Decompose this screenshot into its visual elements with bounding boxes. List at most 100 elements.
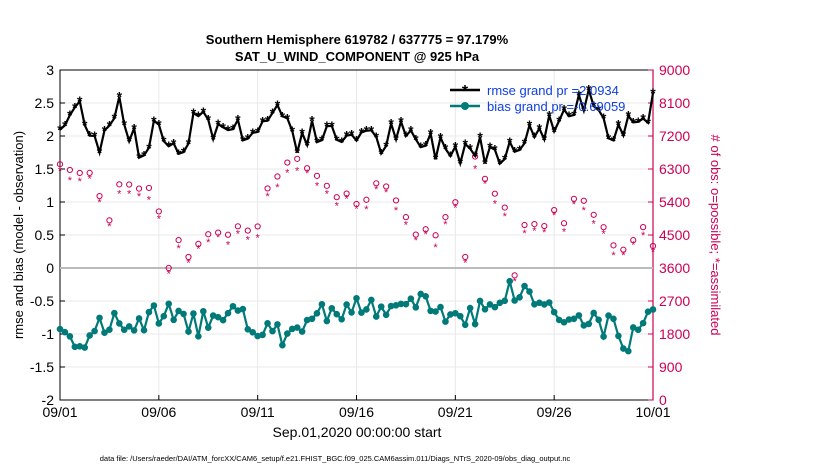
obs-assimilated-point: * — [522, 228, 527, 240]
rmse-point: * — [82, 117, 88, 133]
y-axis-left-label: rmse and bias (model - observation) — [11, 131, 26, 339]
rmse-point: * — [176, 146, 182, 162]
obs-assimilated-point: * — [206, 237, 211, 249]
rmse-point: * — [349, 127, 355, 143]
rmse-point: * — [645, 115, 651, 131]
bias-point — [116, 320, 123, 327]
rmse-point: * — [546, 107, 552, 123]
rmse-line — [59, 85, 655, 168]
obs-assimilated-point: * — [305, 168, 310, 180]
obs-assimilated-point: * — [344, 194, 349, 206]
rmse-point: * — [67, 107, 73, 123]
bias-point — [244, 325, 252, 333]
obs-possible-point — [373, 180, 380, 187]
bias-point — [219, 316, 227, 324]
y-right-tick-label: 900 — [659, 359, 683, 375]
bias-point — [516, 293, 523, 301]
bias-point — [200, 307, 207, 315]
obs-possible-point — [511, 272, 518, 279]
bias-point — [432, 308, 439, 315]
obs-assimilated-point: * — [107, 221, 112, 233]
obs-possible-point — [610, 242, 617, 249]
rmse-point: * — [304, 137, 310, 153]
x-axis-label: Sep.01,2020 00:00:00 start — [273, 424, 442, 440]
y-right-tick-label: 1800 — [659, 326, 690, 342]
bias-point — [308, 315, 316, 323]
rmse-point: * — [255, 124, 261, 140]
rmse-point: * — [62, 117, 68, 133]
obs-possible-point — [383, 183, 390, 190]
obs-possible-point — [501, 204, 508, 211]
obs-possible-point — [56, 161, 64, 168]
rmse-point: * — [309, 113, 315, 129]
rmse-point: * — [215, 116, 221, 132]
obs-assimilated-point: * — [325, 188, 330, 200]
rmse-point: * — [631, 114, 637, 130]
bias-point — [328, 304, 336, 312]
obs-assimilated-point: * — [453, 202, 458, 214]
obs-possible-point — [649, 242, 657, 250]
obs-assimilated-point: * — [246, 234, 251, 246]
bias-point — [106, 326, 113, 334]
obs-assimilated-point: * — [315, 181, 320, 193]
rmse-point: * — [532, 129, 538, 145]
rmse-point: * — [136, 150, 142, 166]
bias-point — [491, 303, 499, 311]
rmse-point: * — [556, 113, 562, 129]
rmse-point: * — [650, 85, 656, 101]
obs-assimilated-point: * — [443, 219, 448, 231]
bias-point — [120, 326, 128, 334]
bias-point — [545, 299, 553, 306]
rmse-point: * — [77, 93, 83, 109]
bias-point — [333, 310, 341, 318]
rmse-point: * — [591, 98, 597, 114]
bias-point — [422, 293, 429, 300]
obs-assimilated-point: * — [473, 163, 478, 175]
legend-bias-marker — [461, 102, 469, 110]
obs-possible-point — [313, 172, 321, 179]
rmse-point: * — [240, 132, 246, 148]
obs-assimilated-point: * — [265, 191, 270, 203]
obs-possible-point — [126, 181, 133, 188]
obs-assimilated-point: * — [552, 210, 557, 222]
bias-point — [313, 310, 321, 317]
obs-possible-point — [264, 185, 271, 192]
y-left-tick-label: 2.5 — [35, 95, 55, 111]
bias-point — [195, 333, 202, 340]
bias-point — [412, 304, 420, 311]
rmse-point: * — [601, 110, 607, 126]
bias-point — [634, 326, 642, 334]
bias-point — [521, 282, 528, 290]
rmse-point: * — [635, 114, 641, 130]
rmse-point: * — [512, 144, 518, 160]
bias-point — [160, 312, 168, 320]
y-right-tick-label: 9000 — [659, 62, 690, 78]
obs-assimilated-point: * — [127, 189, 132, 201]
bias-point — [56, 325, 64, 333]
obs-possible-point — [76, 169, 83, 177]
obs-assimilated-point: * — [414, 235, 419, 247]
obs-possible-point — [274, 173, 281, 180]
obs-possible-point — [481, 175, 489, 182]
obs-possible-point — [402, 214, 410, 221]
bias-point — [600, 333, 607, 340]
obs-possible-point — [215, 229, 222, 236]
rmse-series: * ** * *** *** * ****** * ** ** * ** *** * * *** * * *** * *… — [57, 82, 656, 172]
bias-point — [372, 313, 380, 320]
bias-point — [526, 288, 533, 295]
rmse-point: * — [388, 116, 394, 132]
obs-possible-point — [96, 192, 103, 200]
data-file-footer: data file: /Users/raeder/DAI/ATM_forcXX/… — [100, 454, 571, 463]
bias-point — [363, 306, 370, 313]
rmse-point: * — [453, 139, 459, 155]
bias-point — [61, 328, 69, 336]
obs-assimilated-point: * — [68, 175, 73, 187]
bias-point — [615, 332, 622, 340]
bias-point — [279, 341, 286, 349]
rmse-point: * — [581, 103, 587, 119]
rmse-point: * — [482, 155, 488, 171]
bias-point — [190, 310, 197, 317]
rmse-point: * — [290, 123, 296, 139]
rmse-point: * — [324, 118, 330, 134]
